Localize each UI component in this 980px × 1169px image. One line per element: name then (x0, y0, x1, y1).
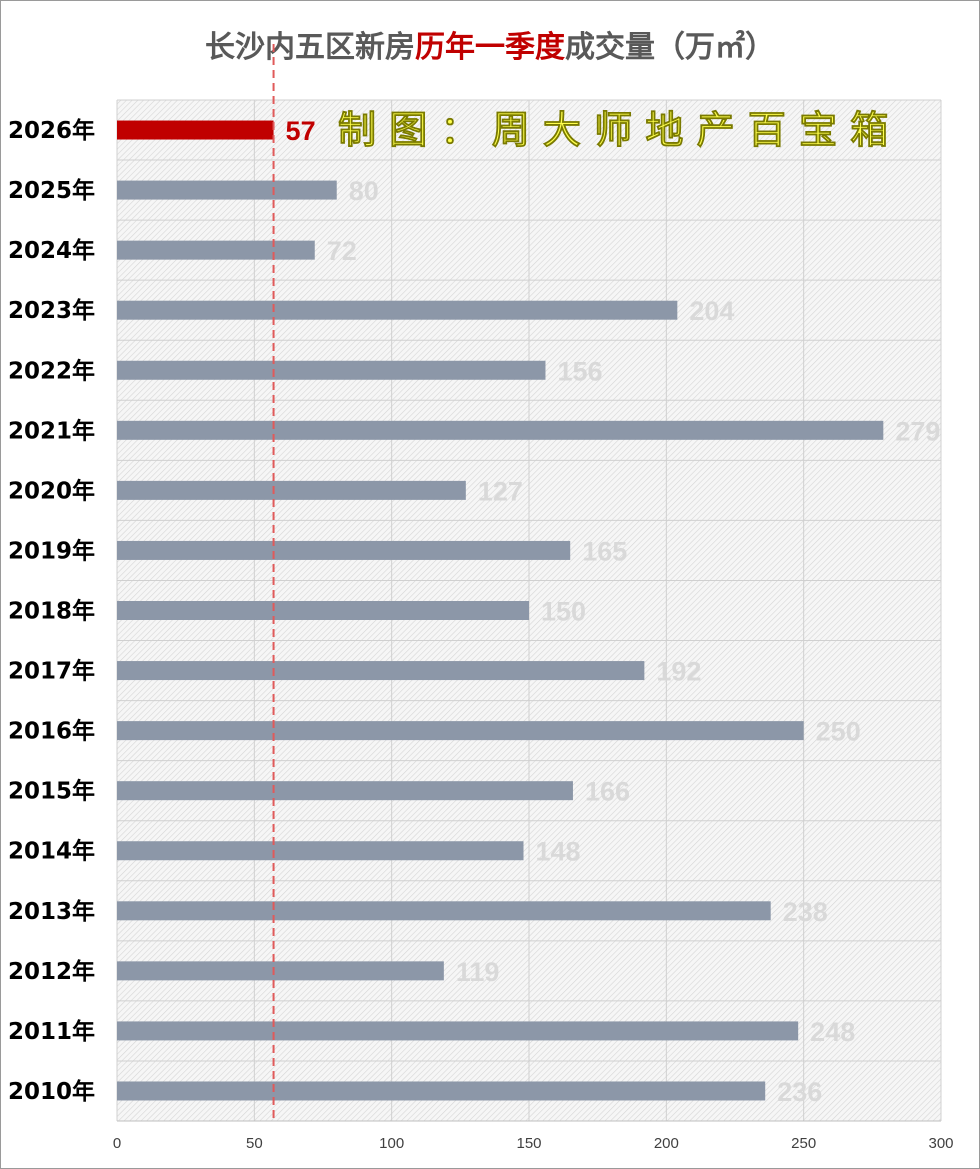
bar-2017年 (117, 661, 645, 681)
category-label: 2024年 (8, 237, 95, 264)
bar-2010年 (117, 1081, 766, 1101)
x-tick-label: 50 (246, 1135, 263, 1152)
x-tick-label: 200 (654, 1135, 679, 1152)
bar-2014年 (117, 841, 524, 861)
x-tick-label: 300 (928, 1135, 953, 1152)
category-label: 2017年 (8, 658, 95, 685)
bar-2026年 (117, 120, 274, 140)
category-label: 2019年 (8, 537, 95, 564)
title-part-2-highlight: 历年一季度 (415, 30, 565, 65)
x-tick-label: 0 (113, 1135, 121, 1152)
category-label: 2014年 (8, 838, 95, 865)
category-label: 2021年 (8, 417, 95, 444)
value-label: 238 (783, 897, 828, 927)
category-label: 2020年 (8, 477, 95, 504)
category-label: 2013年 (8, 898, 95, 925)
bar-2023年 (117, 300, 678, 320)
value-label: 72 (327, 236, 357, 266)
chart-title: 长沙内五区新房历年一季度成交量（万㎡） (0, 22, 980, 66)
x-tick-label: 150 (516, 1135, 541, 1152)
category-label: 2016年 (8, 718, 95, 745)
bar-2021年 (117, 420, 884, 440)
category-label: 2011年 (8, 1018, 95, 1045)
category-label: 2010年 (8, 1078, 95, 1105)
value-label: 192 (656, 657, 701, 687)
bar-2025年 (117, 180, 337, 200)
value-label: 156 (557, 356, 602, 386)
bar-2020年 (117, 480, 466, 500)
value-label: 80 (349, 176, 379, 206)
value-label: 250 (816, 717, 861, 747)
bar-2019年 (117, 540, 571, 560)
category-label: 2023年 (8, 297, 95, 324)
title-part-1: 长沙内五区新房 (205, 30, 415, 65)
x-tick-label: 250 (791, 1135, 816, 1152)
value-label: 119 (456, 957, 500, 987)
value-label: 57 (286, 116, 316, 146)
bar-2016年 (117, 721, 804, 741)
bars (117, 120, 884, 1101)
bar-2013年 (117, 901, 771, 921)
watermark-text: 制 图 ： 周 大 师 地 产 百 宝 箱 (338, 108, 888, 152)
bar-2022年 (117, 360, 546, 380)
value-label: 236 (777, 1077, 822, 1107)
x-tick-label: 100 (379, 1135, 404, 1152)
bar-2018年 (117, 601, 529, 620)
category-label: 2022年 (8, 357, 95, 384)
bar-2011年 (117, 1021, 799, 1041)
labels: 2026年 57 2025年 80 2024年 72 2023年 204 2022年 156 202… (8, 116, 954, 1152)
category-label: 2025年 (8, 177, 95, 204)
bar-2015年 (117, 781, 573, 801)
category-label: 2026年 (8, 117, 95, 144)
value-label: 248 (810, 1017, 855, 1047)
grid-lines (116, 99, 942, 1122)
value-label: 279 (895, 416, 940, 446)
bar-2024年 (117, 240, 315, 260)
value-label: 204 (689, 296, 734, 326)
category-label: 2018年 (8, 598, 95, 625)
bar-2012年 (117, 961, 444, 981)
value-label: 127 (478, 476, 523, 506)
category-label: 2015年 (8, 778, 95, 805)
title-part-3: 成交量（万㎡） (565, 30, 775, 65)
value-label: 150 (541, 597, 586, 627)
value-label: 166 (585, 777, 630, 807)
value-label: 165 (582, 536, 627, 566)
category-label: 2012年 (8, 958, 95, 985)
value-label: 148 (536, 837, 581, 867)
